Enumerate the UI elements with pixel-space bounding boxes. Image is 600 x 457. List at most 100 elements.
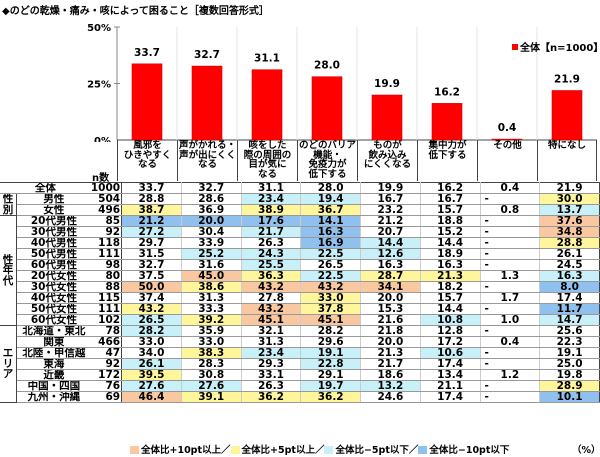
table-cell: 13.2 [360, 380, 421, 392]
table-cell: 15.7 [420, 292, 481, 304]
n-count: 78 [90, 325, 123, 337]
table-cell: 50.0 [121, 281, 182, 293]
table-cell: 18.9 [420, 248, 481, 260]
table-cell: 31.1 [241, 182, 302, 194]
highlight-legend: 全体比+10pt以上／ 全体比+5pt以上／ 全体比−5pt以下／ 全体比−10pt以… [130, 445, 509, 456]
n-count: 92 [90, 358, 123, 370]
table-cell: 43.2 [121, 303, 182, 315]
table-cell: 33.1 [241, 369, 302, 381]
table-cell: 45.0 [181, 270, 242, 282]
highlight-legend-label: 全体比−5pt以下／ [335, 445, 419, 456]
table-cell: 11.7 [539, 303, 600, 315]
n-count: 47 [90, 347, 123, 359]
table-cell: 20.0 [181, 215, 242, 227]
table-cell: - [480, 303, 541, 315]
table-cell: 35.9 [181, 325, 242, 337]
table-cell: 36.3 [241, 270, 302, 282]
category-label: ものが 飲み込み にくくなる [357, 140, 417, 181]
row-label: 北陸・甲信越 [16, 347, 91, 359]
table-row: 50代女性 111 43.2 33.3 43.2 37.8 15.3 14.4-11.7 [0, 303, 600, 315]
table-cell: 39.2 [181, 314, 242, 326]
table-cell: 27.6 [121, 380, 182, 392]
table-cell: 31.3 [181, 292, 242, 304]
table-cell: 33.3 [181, 303, 242, 315]
table-cell: 26.1 [539, 248, 600, 260]
table-cell: 21.2 [121, 215, 182, 227]
table-cell: 28.8 [539, 237, 600, 249]
data-label: 33.7 [134, 47, 160, 59]
row-label: 女性 [16, 204, 91, 216]
table-cell: 25.6 [539, 325, 600, 337]
table-row: 60代男性 98 32.7 31.6 25.5 26.5 16.3 16.3-24.5 [0, 259, 600, 271]
table-cell: 30.0 [539, 193, 600, 205]
table-cell: 17.2 [420, 336, 481, 348]
table-cell: 27.8 [241, 292, 302, 304]
table-cell: 19.8 [539, 369, 600, 381]
table-cell: 18.6 [360, 369, 421, 381]
table-cell: 19.4 [300, 193, 362, 205]
table-cell: 10.1 [539, 391, 600, 403]
table-row: 20代女性 80 37.5 45.0 36.3 22.5 28.7 21.3 1.3 16.3 [0, 270, 600, 282]
table-cell: 15.7 [420, 204, 481, 216]
table-cell: 14.1 [300, 215, 362, 227]
n-count: 1000 [90, 182, 123, 194]
table-cell: 29.6 [300, 336, 362, 348]
table-cell: 19.7 [300, 380, 362, 392]
table-cell: - [480, 358, 541, 370]
bar [551, 90, 583, 141]
table-cell: 16.3 [420, 259, 481, 271]
table-cell: 38.7 [121, 204, 182, 216]
table-cell: 15.3 [360, 303, 421, 315]
y-tick-label: 25% [87, 80, 111, 91]
n-count: 172 [90, 369, 123, 381]
table-cell: 24.6 [360, 391, 421, 403]
n-count: 496 [90, 204, 123, 216]
table-cell: 21.3 [360, 347, 421, 359]
n-count: 76 [90, 380, 123, 392]
table-cell: 16.3 [360, 259, 421, 271]
table-cell: 38.3 [181, 347, 242, 359]
table-cell: 20.0 [360, 292, 421, 304]
n-count: 466 [90, 336, 123, 348]
table-cell: 28.2 [300, 325, 362, 337]
table-row: 40代男性 118 29.7 33.9 26.3 16.9 14.4 14.4-28.8 [0, 237, 600, 249]
legend-label: 全体【n=1000】 [520, 43, 600, 54]
table-cell: 12.6 [360, 248, 421, 260]
table-cell: 39.1 [181, 391, 242, 403]
table-cell: 33.0 [181, 336, 242, 348]
table-cell: 22.5 [300, 270, 362, 282]
table-cell: 1.2 [480, 369, 541, 381]
table-cell: 16.3 [539, 270, 600, 282]
table-cell: 28.8 [121, 193, 182, 205]
table-cell: 31.3 [241, 336, 302, 348]
table-cell: - [480, 215, 541, 227]
table-cell: 21.3 [420, 270, 481, 282]
n-count: 80 [90, 270, 123, 282]
table-cell: 43.2 [300, 281, 362, 293]
row-label: 30代女性 [16, 281, 91, 293]
table-cell: 22.5 [300, 248, 362, 260]
highlight-legend-label: 全体比+10pt以上／ [141, 445, 231, 456]
row-label: 50代男性 [16, 248, 91, 260]
n-count: 111 [90, 248, 123, 260]
table-cell: 33.7 [121, 182, 182, 194]
table-cell: 27.6 [181, 380, 242, 392]
category-label: 声がかれる・ 声が出にくく なる [177, 140, 237, 181]
table-cell: 34.8 [539, 226, 600, 238]
row-label: 全体 [0, 182, 91, 194]
table-cell: 45.1 [300, 314, 362, 326]
category-label: のどのバリア 機能・ 免疫力が 低下する [297, 140, 356, 181]
table-cell: 37.6 [539, 215, 600, 227]
n-count: 98 [90, 259, 123, 271]
table-row: 関東 466 33.0 33.0 31.3 29.6 20.0 17.2 0.4 22.3 [0, 336, 600, 348]
data-label: 16.2 [434, 86, 460, 98]
table-cell: 15.2 [420, 226, 481, 238]
table-cell: 39.5 [121, 369, 182, 381]
table-cell: 8.0 [539, 281, 600, 293]
table-cell: 36.9 [181, 204, 242, 216]
row-label: 30代男性 [16, 226, 91, 238]
table-row: 近畿 172 39.5 30.8 33.1 29.1 18.6 13.4 1.2 19.8 [0, 369, 600, 381]
n-count: 92 [90, 226, 123, 238]
table-cell: 16.2 [420, 182, 481, 194]
table-cell: 21.7 [360, 358, 421, 370]
